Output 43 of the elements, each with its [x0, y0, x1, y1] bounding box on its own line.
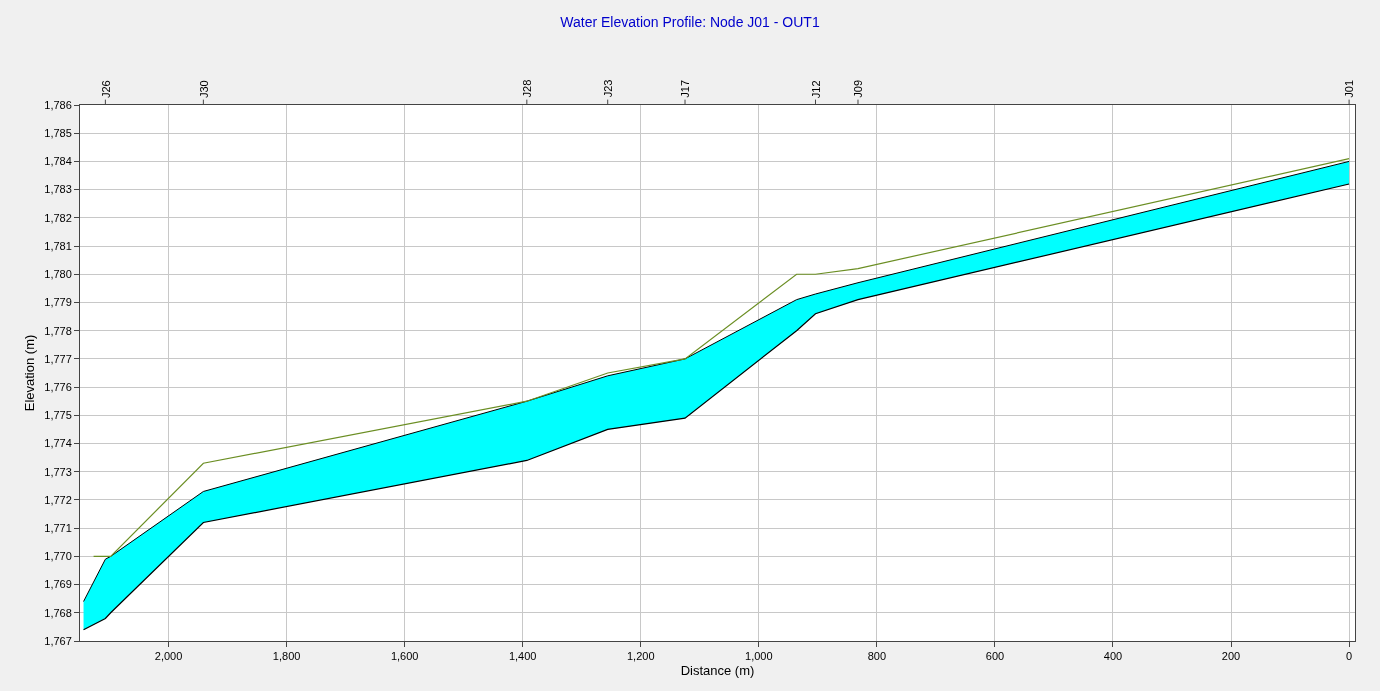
- y-tick-label: 1,772: [44, 493, 72, 506]
- line-series: [92, 158, 1350, 557]
- x-tick-label: 200: [1221, 650, 1241, 663]
- x-tick-label: 1,600: [390, 650, 419, 663]
- y-tick-label: 1,769: [44, 578, 72, 591]
- y-tick-label: 1,785: [44, 127, 72, 140]
- y-tick-label: 1,776: [44, 380, 72, 393]
- x-tick-label: 1,400: [508, 650, 537, 663]
- y-tick-label: 1,777: [44, 352, 72, 365]
- x-tick-label: 1,200: [626, 650, 655, 663]
- annotation: J28: [521, 79, 534, 98]
- x-tick-label: 800: [867, 650, 887, 663]
- x-tick-label: 2,000: [154, 650, 183, 663]
- y-tick-label: 1,774: [44, 437, 72, 450]
- y-tick-label: 1,767: [44, 634, 72, 647]
- annotation: J12: [809, 80, 822, 99]
- y-tick-label: 1,768: [44, 606, 72, 619]
- y-tick-label: 1,783: [44, 183, 72, 196]
- y-tick-label: 1,773: [44, 465, 72, 478]
- annotation: J26: [99, 80, 112, 99]
- x-tick-label: 1,800: [272, 650, 301, 663]
- y-tick-label: 1,780: [44, 268, 72, 281]
- y-tick-label: 1,771: [44, 522, 72, 535]
- y-tick-label: 1,786: [44, 98, 72, 111]
- x-tick-label: 0: [1346, 650, 1353, 663]
- y-tick-label: 1,770: [44, 550, 72, 563]
- y-tick-label: 1,782: [44, 211, 72, 224]
- chart-title: Water Elevation Profile: Node J01 - OUT1: [560, 14, 820, 31]
- y-tick-label: 1,784: [44, 155, 72, 168]
- x-tick-label: 600: [985, 650, 1005, 663]
- annotation: J17: [679, 79, 692, 98]
- annotation: J09: [852, 79, 865, 98]
- annotation: J30: [197, 80, 210, 99]
- annotation: J23: [602, 79, 615, 98]
- x-axis-title: Distance (m): [680, 662, 755, 678]
- y-tick-label: 1,775: [44, 409, 72, 422]
- y-tick-label: 1,779: [44, 296, 72, 309]
- x-tick-label: 400: [1103, 650, 1123, 663]
- y-tick-label: 1,781: [44, 239, 72, 252]
- annotation: J01: [1343, 79, 1356, 98]
- y-tick-label: 1,778: [44, 324, 72, 337]
- y-axis-title: Elevation (m): [22, 334, 38, 412]
- x-tick-label: 1,000: [745, 650, 773, 663]
